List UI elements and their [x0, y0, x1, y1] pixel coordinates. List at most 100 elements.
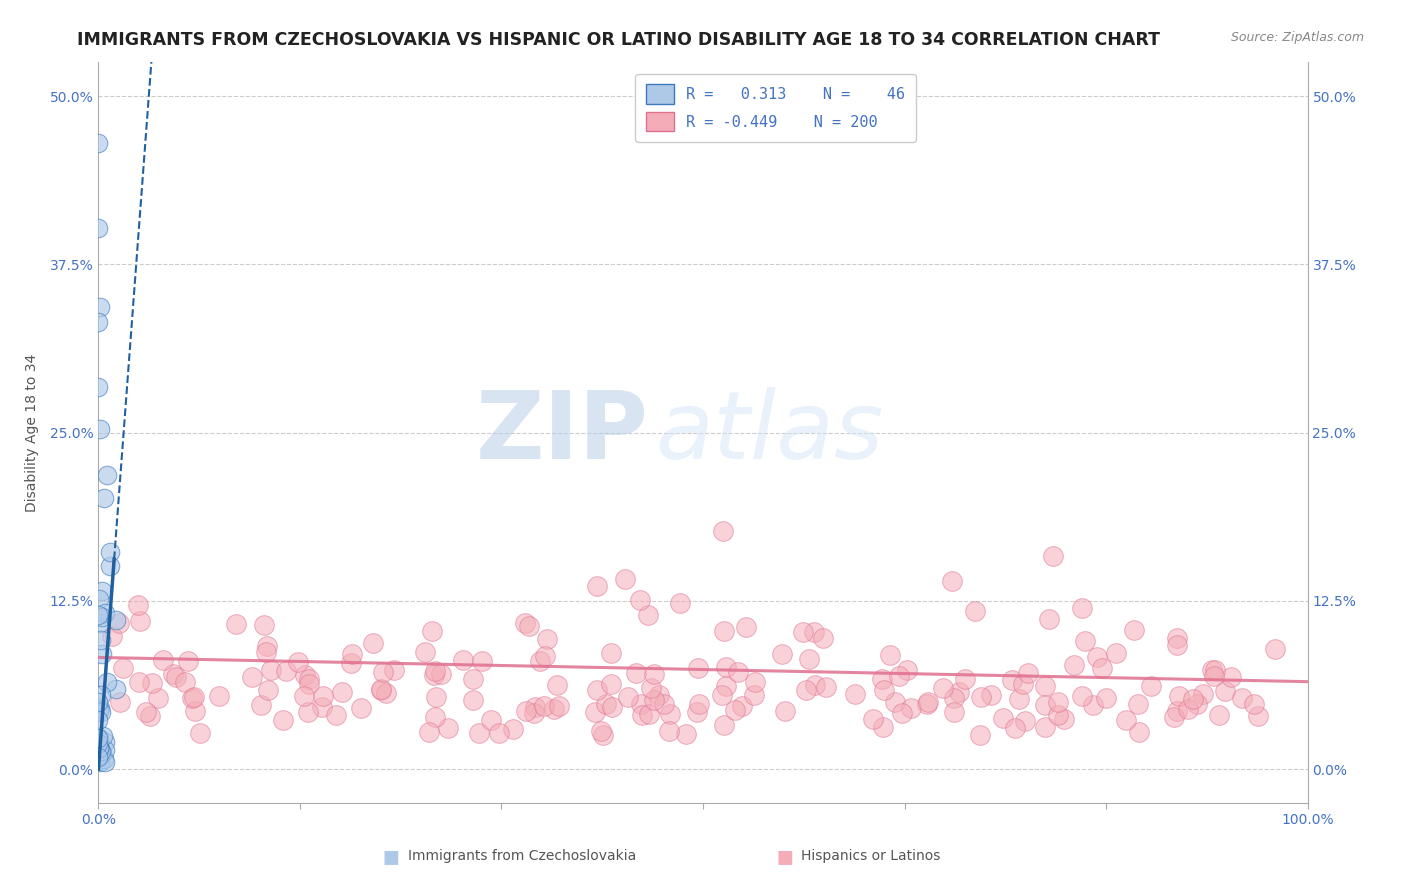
Point — [731, 699, 754, 714]
Point — [1204, 663, 1226, 677]
Point — [91, 610, 114, 624]
Text: ▪: ▪ — [382, 842, 401, 871]
Point — [87, 731, 110, 745]
Point — [93, 755, 115, 769]
Point — [583, 705, 606, 719]
Point — [669, 596, 692, 610]
Point — [89, 701, 111, 715]
Point — [339, 656, 361, 670]
Point — [980, 688, 1002, 702]
Point — [710, 688, 733, 702]
Point — [87, 592, 110, 607]
Point — [1008, 692, 1031, 706]
Point — [515, 704, 537, 718]
Point — [423, 664, 446, 678]
Point — [174, 675, 197, 690]
Point — [1063, 658, 1085, 673]
Point — [1246, 708, 1268, 723]
Point — [87, 379, 110, 393]
Text: Hispanics or Latinos: Hispanics or Latinos — [801, 849, 941, 863]
Point — [93, 491, 115, 505]
Legend: R =   0.313    N =    46, R = -0.449    N = 200: R = 0.313 N = 46, R = -0.449 N = 200 — [636, 74, 915, 142]
Point — [342, 647, 364, 661]
Point — [1070, 689, 1092, 703]
Point — [896, 663, 918, 677]
Point — [257, 682, 280, 697]
Point — [240, 670, 263, 684]
Point — [148, 691, 170, 706]
Point — [87, 136, 110, 150]
Point — [298, 672, 321, 686]
Point — [96, 467, 118, 482]
Point — [87, 731, 110, 745]
Point — [108, 615, 131, 630]
Point — [630, 697, 652, 711]
Point — [420, 624, 443, 639]
Point — [425, 690, 447, 705]
Point — [879, 648, 901, 663]
Point — [330, 685, 353, 699]
Point — [931, 681, 953, 695]
Point — [1004, 721, 1026, 735]
Point — [617, 690, 640, 704]
Point — [688, 661, 710, 675]
Point — [96, 675, 118, 690]
Point — [127, 599, 149, 613]
Point — [654, 697, 676, 711]
Point — [600, 699, 623, 714]
Point — [713, 718, 735, 732]
Point — [943, 691, 966, 706]
Point — [90, 633, 112, 648]
Point — [1243, 697, 1265, 711]
Point — [744, 675, 766, 690]
Point — [89, 743, 111, 757]
Point — [418, 724, 440, 739]
Point — [1042, 549, 1064, 564]
Point — [1014, 714, 1036, 729]
Point — [803, 624, 825, 639]
Point — [589, 724, 612, 739]
Point — [488, 726, 510, 740]
Point — [89, 748, 111, 763]
Point — [105, 681, 128, 696]
Point — [624, 665, 647, 680]
Point — [884, 696, 907, 710]
Point — [797, 652, 820, 666]
Point — [792, 624, 814, 639]
Point — [536, 632, 558, 647]
Point — [517, 619, 540, 633]
Point — [640, 681, 662, 695]
Point — [1232, 690, 1254, 705]
Point — [87, 714, 110, 728]
Point — [1220, 669, 1243, 683]
Point — [451, 653, 474, 667]
Point — [429, 667, 451, 681]
Point — [1208, 708, 1230, 723]
Point — [1047, 695, 1070, 709]
Point — [208, 690, 231, 704]
Point — [87, 741, 110, 756]
Point — [1191, 687, 1213, 701]
Point — [373, 665, 395, 679]
Point — [991, 711, 1014, 725]
Point — [889, 668, 911, 682]
Point — [101, 629, 124, 643]
Point — [628, 593, 651, 607]
Point — [1123, 624, 1146, 638]
Point — [714, 659, 737, 673]
Point — [638, 707, 661, 722]
Point — [1053, 712, 1076, 726]
Point — [1001, 673, 1024, 687]
Point — [180, 691, 202, 706]
Point — [89, 422, 111, 436]
Point — [104, 614, 127, 628]
Point — [688, 697, 710, 711]
Point — [548, 699, 571, 714]
Point — [90, 744, 112, 758]
Point — [1202, 668, 1225, 682]
Point — [770, 647, 793, 661]
Point — [523, 706, 546, 720]
Point — [128, 675, 150, 690]
Point — [135, 706, 157, 720]
Point — [89, 301, 111, 315]
